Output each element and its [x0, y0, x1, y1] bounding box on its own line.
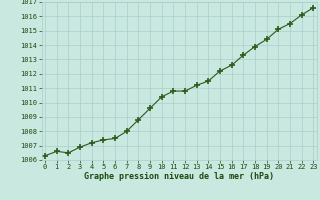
X-axis label: Graphe pression niveau de la mer (hPa): Graphe pression niveau de la mer (hPa) — [84, 172, 274, 181]
